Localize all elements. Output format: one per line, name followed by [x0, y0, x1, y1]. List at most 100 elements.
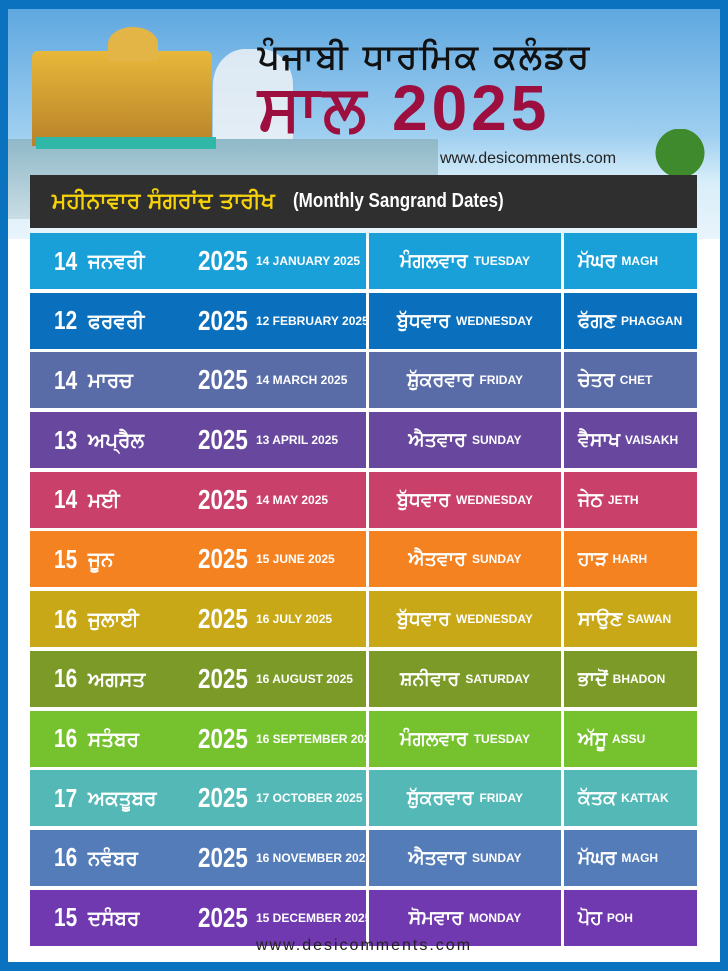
- weekday-punjabi: ਮੰਗਲਵਾਰ: [400, 727, 468, 750]
- date-cell: 14 ਮਈ 2025 14 MAY 2025: [30, 471, 366, 528]
- weekday-cell: ਸ਼ੁੱਕਰਵਾਰ FRIDAY: [369, 770, 561, 827]
- weekday-punjabi: ਸ਼ਨੀਵਾਰ: [399, 667, 460, 690]
- month-punjabi: ਅਕਤੂਬਰ: [88, 786, 157, 811]
- date-english: 15 DECEMBER 2025: [256, 910, 366, 925]
- desi-month-cell: ਮੱਘਰ MAGH: [564, 829, 697, 886]
- day-number: 15: [54, 902, 78, 933]
- date-cell: 17 ਅਕਤੂਬਰ 2025 17 OCTOBER 2025: [30, 770, 366, 827]
- table-row: 12 ਫਰਵਰੀ 2025 12 FEBRUARY 2025 ਬੁੱਧਵਾਰ W…: [30, 292, 697, 349]
- date-cell: 13 ਅਪ੍ਰੈਲ 2025 13 APRIL 2025: [30, 412, 366, 469]
- weekday-punjabi: ਬੁੱਧਵਾਰ: [397, 488, 451, 511]
- weekday-english: FRIDAY: [479, 791, 524, 806]
- website-link-bottom[interactable]: www.desicomments.com: [255, 937, 473, 954]
- date-cell: 16 ਸਤੰਬਰ 2025 16 SEPTEMBER 2025: [30, 710, 366, 767]
- desi-month-cell: ਕੱਤਕ KATTAK: [564, 770, 697, 827]
- weekday-cell: ਸ਼ੁੱਕਰਵਾਰ FRIDAY: [369, 352, 561, 409]
- day-number: 14: [54, 245, 78, 276]
- weekday-english: WEDNESDAY: [456, 612, 533, 627]
- year: 2025: [198, 364, 248, 396]
- desi-month-cell: ਫੱਗਣ PHAGGAN: [564, 292, 697, 349]
- desi-month-english: BHADON: [612, 671, 666, 686]
- table-row: 15 ਜੂਨ 2025 15 JUNE 2025 ਐਤਵਾਰ SUNDAY ਹਾ…: [30, 531, 697, 588]
- weekday-cell: ਐਤਵਾਰ SUNDAY: [369, 412, 561, 469]
- day-number: 17: [54, 782, 78, 813]
- desi-month-english: CHET: [619, 373, 653, 388]
- day-number: 12: [54, 305, 78, 336]
- weekday-cell: ਮੰਗਲਵਾਰ TUESDAY: [369, 233, 561, 289]
- weekday-cell: ਸੋਮਵਾਰ MONDAY: [369, 889, 561, 946]
- desi-month-cell: ਭਾਦੋਂ BHADON: [564, 650, 697, 707]
- year: 2025: [198, 603, 248, 635]
- desi-month-cell: ਅੱਸੂ ASSU: [564, 710, 697, 767]
- desi-month-cell: ਮੱਘਰ MAGH: [564, 233, 697, 289]
- date-english: 14 MARCH 2025: [256, 373, 348, 388]
- day-number: 16: [54, 663, 78, 694]
- weekday-cell: ਮੰਗਲਵਾਰ TUESDAY: [369, 710, 561, 767]
- weekday-punjabi: ਐਤਵਾਰ: [408, 429, 466, 452]
- desi-month-english: PHAGGAN: [621, 313, 683, 328]
- calendar-title: ਪੰਜਾਬੀ ਧਾਰਮਿਕ ਕਲੰਡਰ: [258, 37, 592, 77]
- weekday-cell: ਬੁੱਧਵਾਰ WEDNESDAY: [369, 471, 561, 528]
- year: 2025: [198, 483, 248, 515]
- date-english: 13 APRIL 2025: [256, 433, 339, 448]
- weekday-punjabi: ਸੋਮਵਾਰ: [408, 906, 464, 929]
- weekday-english: SUNDAY: [471, 433, 522, 448]
- year: 2025: [198, 543, 248, 575]
- weekday-punjabi: ਸ਼ੁੱਕਰਵਾਰ: [406, 369, 474, 392]
- day-number: 16: [54, 603, 78, 634]
- desi-month-english: VAISAKH: [625, 433, 679, 448]
- date-cell: 15 ਦਸੰਬਰ 2025 15 DECEMBER 2025: [30, 889, 366, 946]
- table-row: 16 ਸਤੰਬਰ 2025 16 SEPTEMBER 2025 ਮੰਗਲਵਾਰ …: [30, 710, 697, 767]
- subtitle-english: (Monthly Sangrand Dates): [292, 190, 504, 212]
- table-row: 14 ਮਈ 2025 14 MAY 2025 ਬੁੱਧਵਾਰ WEDNESDAY…: [30, 471, 697, 528]
- month-punjabi: ਦਸੰਬਰ: [88, 905, 140, 930]
- weekday-english: TUESDAY: [473, 731, 530, 746]
- desi-month-punjabi: ਸਾਉਣ: [578, 608, 623, 631]
- weekday-english: SUNDAY: [471, 850, 522, 865]
- date-english: 16 SEPTEMBER 2025: [256, 731, 366, 746]
- month-punjabi: ਮਾਰਚ: [88, 368, 133, 393]
- table-row: 17 ਅਕਤੂਬਰ 2025 17 OCTOBER 2025 ਸ਼ੁੱਕਰਵਾਰ…: [30, 770, 697, 827]
- day-number: 15: [54, 543, 78, 574]
- desi-month-english: MAGH: [621, 254, 659, 268]
- temple-base-image: [36, 137, 216, 149]
- month-punjabi: ਜੁਲਾਈ: [88, 607, 139, 632]
- weekday-punjabi: ਐਤਵਾਰ: [408, 548, 466, 571]
- weekday-english: MONDAY: [469, 910, 522, 925]
- desi-month-punjabi: ਅੱਸੂ: [578, 727, 607, 750]
- year: 2025: [198, 901, 248, 933]
- date-english: 16 NOVEMBER 2025: [256, 850, 366, 865]
- year-title: ਸਾਲ 2025: [258, 72, 551, 144]
- desi-month-punjabi: ਕੱਤਕ: [578, 787, 617, 810]
- month-punjabi: ਫਰਵਰੀ: [88, 308, 145, 333]
- building-image: [213, 49, 293, 139]
- date-cell: 16 ਅਗਸਤ 2025 16 AUGUST 2025: [30, 650, 366, 707]
- desi-month-cell: ਚੇਤਰ CHET: [564, 352, 697, 409]
- date-cell: 14 ਮਾਰਚ 2025 14 MARCH 2025: [30, 352, 366, 409]
- day-number: 16: [54, 723, 78, 753]
- weekday-english: TUESDAY: [473, 254, 530, 268]
- desi-month-punjabi: ਚੇਤਰ: [578, 369, 615, 392]
- day-number: 16: [54, 842, 78, 873]
- weekday-punjabi: ਮੰਗਲਵਾਰ: [400, 250, 468, 272]
- weekday-punjabi: ਬੁੱਧਵਾਰ: [397, 608, 451, 631]
- date-cell: 16 ਜੁਲਾਈ 2025 16 JULY 2025: [30, 591, 366, 648]
- golden-temple-image: [32, 51, 212, 146]
- desi-month-punjabi: ਹਾੜ: [578, 548, 608, 571]
- date-cell: 16 ਨਵੰਬਰ 2025 16 NOVEMBER 2025: [30, 829, 366, 886]
- table-row: 16 ਅਗਸਤ 2025 16 AUGUST 2025 ਸ਼ਨੀਵਾਰ SATU…: [30, 650, 697, 707]
- website-link-top[interactable]: www.desicomments.com: [440, 150, 617, 167]
- table-row: 16 ਨਵੰਬਰ 2025 16 NOVEMBER 2025 ਐਤਵਾਰ SUN…: [30, 829, 697, 886]
- table-row: 16 ਜੁਲਾਈ 2025 16 JULY 2025 ਬੁੱਧਵਾਰ WEDNE…: [30, 591, 697, 648]
- weekday-cell: ਬੁੱਧਵਾਰ WEDNESDAY: [369, 591, 561, 648]
- table-row: 14 ਜਨਵਰੀ 2025 14 JANUARY 2025 ਮੰਗਲਵਾਰ TU…: [30, 233, 697, 289]
- desi-month-cell: ਵੈਸਾਖ VAISAKH: [564, 412, 697, 469]
- table-row: 15 ਦਸੰਬਰ 2025 15 DECEMBER 2025 ਸੋਮਵਾਰ MO…: [30, 889, 697, 946]
- year: 2025: [198, 245, 248, 276]
- desi-month-english: ASSU: [612, 731, 646, 746]
- golden-dome-image: [108, 27, 158, 61]
- month-punjabi: ਅਪ੍ਰੈਲ: [88, 428, 145, 453]
- date-english: 16 AUGUST 2025: [256, 671, 353, 686]
- subtitle-bar: ਮਹੀਨਾਵਾਰ ਸੰਗਰਾਂਦ ਤਾਰੀਖ (Monthly Sangrand…: [30, 175, 697, 228]
- table-row: 14 ਮਾਰਚ 2025 14 MARCH 2025 ਸ਼ੁੱਕਰਵਾਰ FRI…: [30, 352, 697, 409]
